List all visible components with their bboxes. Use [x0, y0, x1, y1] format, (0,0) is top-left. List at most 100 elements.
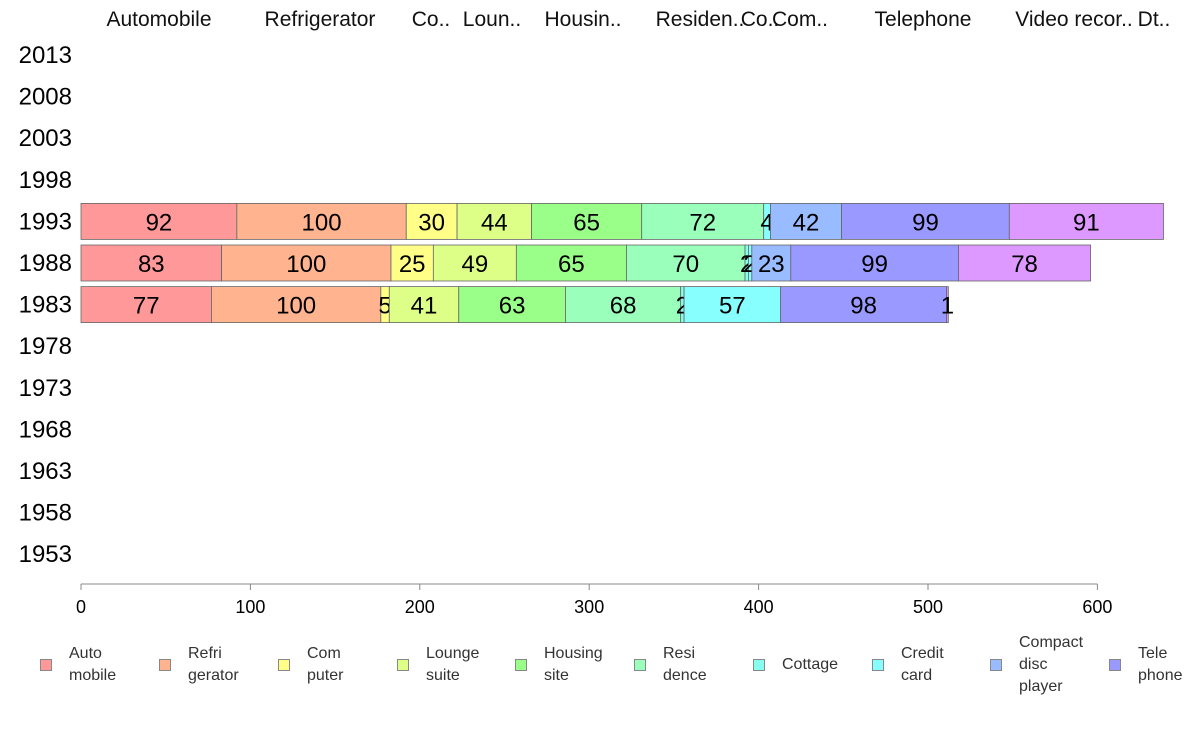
legend-label: Refri gerator: [188, 645, 239, 684]
legend-swatch: [40, 659, 52, 671]
bar-segment: [751, 244, 792, 282]
y-tick-label: 1958: [19, 500, 72, 527]
bar-value-label: 44: [481, 209, 508, 236]
bar-value-label: 100: [276, 293, 316, 320]
legend-label: Credit card: [901, 645, 944, 684]
bar-segment: [388, 286, 460, 324]
legend-swatch: [1109, 659, 1121, 671]
stacked-bar-chart: Automobile Refrigerator Co.. Loun.. Housin..…: [19, 8, 1171, 617]
legend-swatch: [278, 659, 290, 671]
bar-segment: [641, 202, 765, 240]
top-label: Com..: [772, 8, 828, 31]
bar-segment: [946, 286, 949, 324]
bar-value-label: 41: [411, 293, 438, 320]
y-tick-label: 1978: [19, 333, 72, 360]
x-tick-label: 500: [913, 597, 943, 617]
legend-label: Resi dence: [663, 645, 707, 684]
bar-value-label: 78: [1011, 251, 1038, 278]
bar-segment: [626, 244, 746, 282]
bar-segment: [211, 286, 382, 324]
bar-value-label: 70: [672, 251, 699, 278]
x-tick-label: 600: [1082, 597, 1112, 617]
bar-segment: [565, 286, 682, 324]
bar-segment: [80, 286, 212, 324]
bar-value-label: 63: [499, 293, 526, 320]
y-tick-label: 1973: [19, 375, 72, 402]
legend-swatch: [634, 659, 646, 671]
y-tick-label: 1968: [19, 416, 72, 443]
y-tick-label: 1988: [19, 250, 72, 277]
x-tick-label: 0: [76, 597, 86, 617]
y-tick-label: 1998: [19, 167, 72, 194]
bar-value-label: 23: [758, 251, 785, 278]
legend-swatch: [990, 659, 1002, 671]
y-tick-label: 2008: [19, 84, 72, 111]
x-tick-label: 100: [235, 597, 265, 617]
y-tick-label: 1963: [19, 458, 72, 485]
y-tick-label: 1993: [19, 208, 72, 235]
bar-value-label: 49: [462, 251, 489, 278]
bar-segment: [236, 202, 407, 240]
top-label: Co..: [412, 8, 451, 31]
bar-value-label: 72: [689, 209, 716, 236]
x-tick-label: 300: [574, 597, 604, 617]
legend-label: Cottage: [782, 656, 839, 673]
top-label: Housin..: [544, 8, 621, 31]
bar-segment: [958, 244, 1092, 282]
y-tick-label: 2013: [19, 42, 72, 69]
bar-value-label: 30: [418, 209, 445, 236]
legend-label: Compact disc player: [1019, 634, 1084, 695]
bar-value-label: 1: [941, 293, 954, 320]
top-label: Loun..: [463, 8, 521, 31]
bar-value-label: 91: [1073, 209, 1100, 236]
bar-segment: [531, 202, 643, 240]
top-labels: Automobile Refrigerator Co.. Loun.. Housin..…: [106, 8, 1170, 31]
bar-value-label: 100: [302, 209, 342, 236]
legend-swatch: [872, 659, 884, 671]
bar-value-label: 77: [133, 293, 160, 320]
bar-value-label: 5: [378, 293, 391, 320]
bar-value-label: 100: [286, 251, 326, 278]
legend-swatch: [397, 659, 409, 671]
top-label: Automobile: [106, 8, 211, 31]
legend-label: Auto mobile: [69, 645, 117, 684]
bar-value-label: 57: [719, 293, 746, 320]
legend-swatch: [753, 659, 765, 671]
top-label: Co..: [741, 8, 780, 31]
bar-segment: [221, 244, 392, 282]
bar-segment: [432, 244, 517, 282]
bar-segment: [770, 202, 843, 240]
legend: Auto mobile Refri gerator Com puter Lounge suit…: [0, 630, 1188, 710]
x-tick-label: 200: [405, 597, 435, 617]
bar-segment: [780, 286, 948, 324]
bar-value-label: 92: [146, 209, 173, 236]
legend-swatch: [515, 659, 527, 671]
y-tick-label: 1983: [19, 292, 72, 319]
bar-segment: [1008, 202, 1164, 240]
top-label: Telephone: [875, 8, 972, 31]
x-axis: 0 100 200 300 400 500 600: [76, 583, 1112, 617]
y-tick-label: 1953: [19, 541, 72, 568]
bar-value-label: 65: [558, 251, 585, 278]
y-tick-label: 2003: [19, 125, 72, 152]
legend-label: Housing site: [544, 645, 603, 684]
legend-label: Com puter: [307, 645, 344, 684]
top-label: Video recor..: [1015, 8, 1133, 31]
bar-segment: [683, 286, 782, 324]
bar-value-label: 42: [793, 209, 820, 236]
top-label: Residen..: [656, 8, 745, 31]
bar-value-label: 99: [912, 209, 939, 236]
legend-label: Lounge suite: [426, 645, 480, 684]
x-tick-label: 400: [744, 597, 774, 617]
legend-swatch: [159, 659, 171, 671]
y-axis-labels: 2013 2008 2003 1998 1993 1988 1983 1978 1973 1968…: [19, 42, 72, 568]
bar-value-label: 68: [610, 293, 637, 320]
bar-value-label: 98: [850, 293, 877, 320]
bar-value-label: 25: [399, 251, 426, 278]
legend-label: Tele phone: [1138, 645, 1183, 684]
bar-segment: [790, 244, 959, 282]
bar-value-label: 99: [861, 251, 888, 278]
top-label: Dt..: [1138, 8, 1171, 31]
bar-value-label: 65: [573, 209, 600, 236]
